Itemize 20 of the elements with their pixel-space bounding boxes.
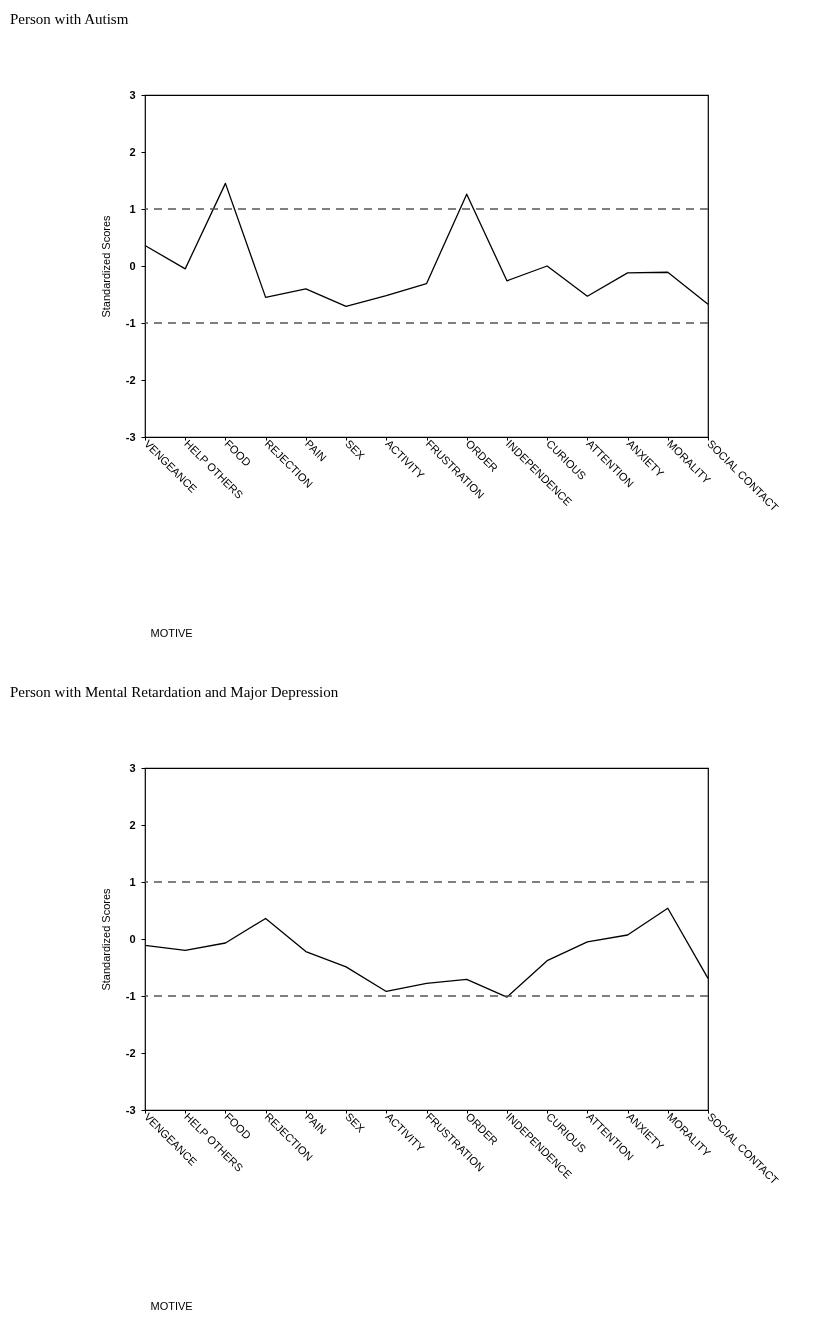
y-tick-label: -3: [125, 1103, 136, 1116]
y-tick-label: -2: [125, 1046, 136, 1059]
y-tick-label: 1: [129, 875, 136, 888]
x-axis-title: MOTIVE: [150, 626, 193, 639]
y-tick-label: 0: [129, 259, 136, 272]
y-tick-label: 3: [129, 88, 136, 101]
y-axis-title: Standardized Scores: [99, 887, 112, 991]
y-tick-label: -2: [125, 373, 136, 386]
y-tick-label: 2: [129, 818, 136, 831]
y-tick-label: -1: [125, 316, 136, 329]
x-axis-title: MOTIVE: [150, 1299, 193, 1312]
y-tick-label: -3: [125, 430, 136, 443]
y-tick-label: 2: [129, 145, 136, 158]
chart-title: Person with Autism: [10, 11, 129, 27]
y-tick-label: 1: [129, 202, 136, 215]
y-axis-title: Standardized Scores: [99, 214, 112, 318]
y-tick-label: 0: [129, 932, 136, 945]
y-tick-label: 3: [129, 761, 136, 774]
y-tick-label: -1: [125, 989, 136, 1002]
chart-title: Person with Mental Retardation and Major Depression: [10, 684, 339, 700]
